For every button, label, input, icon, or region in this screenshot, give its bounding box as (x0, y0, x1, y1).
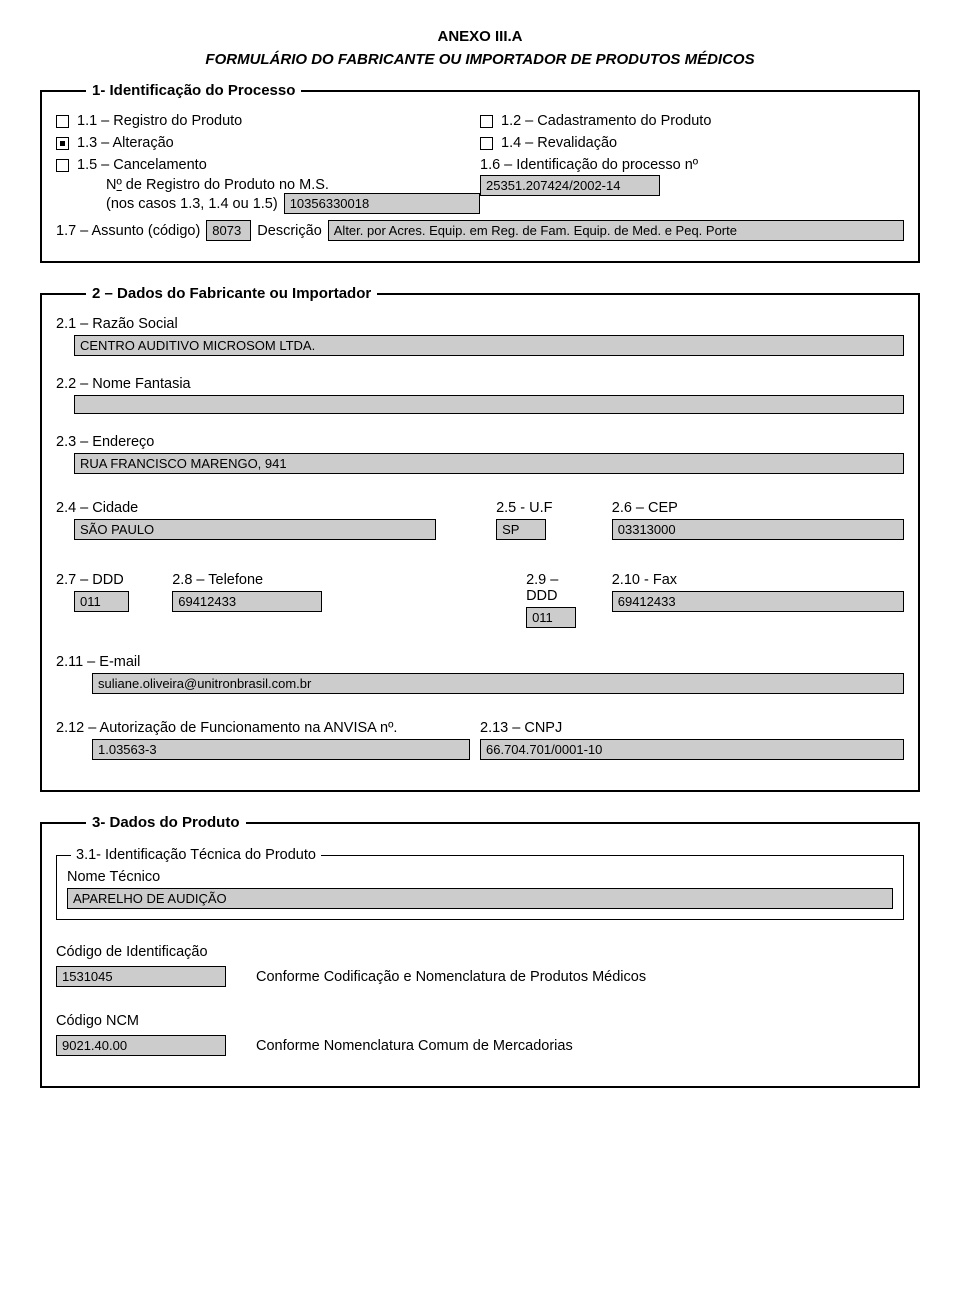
section-3-1: 3.1- Identificação Técnica do Produto No… (56, 847, 904, 920)
email-value[interactable]: suliane.oliveira@unitronbrasil.com.br (92, 673, 904, 694)
nome-tec-label: Nome Técnico (67, 869, 893, 885)
label-cancelamento: 1.5 – Cancelamento (77, 157, 207, 173)
razao-value[interactable]: CENTRO AUDITIVO MICROSOM LTDA. (74, 335, 904, 356)
checkbox-registro[interactable] (56, 115, 69, 128)
anvisa-value[interactable]: 1.03563-3 (92, 739, 470, 760)
descricao-label: Descrição (257, 223, 321, 239)
section-3: 3- Dados do Produto 3.1- Identificação T… (40, 814, 920, 1088)
section-3-1-legend: 3.1- Identificação Técnica do Produto (71, 847, 321, 863)
section-2-legend: 2 – Dados do Fabricante ou Importador (86, 285, 377, 302)
checkbox-cancelamento[interactable] (56, 159, 69, 172)
processo-value[interactable]: 25351.207424/2002-14 (480, 175, 660, 196)
label-registro: 1.1 – Registro do Produto (77, 113, 242, 129)
checkbox-revalidacao[interactable] (480, 137, 493, 150)
uf-value[interactable]: SP (496, 519, 546, 540)
section-2: 2 – Dados do Fabricante ou Importador 2.… (40, 285, 920, 792)
reg-label-2: (nos casos 1.3, 1.4 ou 1.5) (106, 196, 278, 212)
endereco-value[interactable]: RUA FRANCISCO MARENGO, 941 (74, 453, 904, 474)
cep-label: 2.6 – CEP (612, 500, 904, 516)
cep-value[interactable]: 03313000 (612, 519, 904, 540)
section-3-legend: 3- Dados do Produto (86, 814, 246, 831)
label-cadastramento: 1.2 – Cadastramento do Produto (501, 113, 711, 129)
label-alteracao: 1.3 – Alteração (77, 135, 174, 151)
fantasia-label: 2.2 – Nome Fantasia (56, 376, 904, 392)
assunto-cod[interactable]: 8073 (206, 220, 251, 241)
cidade-value[interactable]: SÃO PAULO (74, 519, 436, 540)
ddd2-value[interactable]: 011 (526, 607, 576, 628)
nome-tec-value[interactable]: APARELHO DE AUDIÇÃO (67, 888, 893, 909)
cnpj-value[interactable]: 66.704.701/0001-10 (480, 739, 904, 760)
label-revalidacao: 1.4 – Revalidação (501, 135, 617, 151)
ncm-note: Conforme Nomenclatura Comum de Mercadori… (256, 1038, 573, 1054)
endereco-label: 2.3 – Endereço (56, 434, 904, 450)
razao-label: 2.1 – Razão Social (56, 316, 904, 332)
fax-label: 2.10 - Fax (612, 572, 904, 588)
ncm-label: Código NCM (56, 1013, 904, 1029)
section-1: 1- Identificação do Processo 1.1 – Regis… (40, 82, 920, 263)
checkbox-alteracao[interactable] (56, 137, 69, 150)
cidade-label: 2.4 – Cidade (56, 500, 436, 516)
ddd2-label: 2.9 – DDD (526, 572, 582, 604)
page-title: ANEXO III.A (40, 28, 920, 45)
tel-value[interactable]: 69412433 (172, 591, 322, 612)
anvisa-label: 2.12 – Autorização de Funcionamento na A… (56, 720, 470, 736)
fantasia-value[interactable] (74, 395, 904, 414)
ncm-value[interactable]: 9021.40.00 (56, 1035, 226, 1056)
ddd1-label: 2.7 – DDD (56, 572, 166, 588)
cod-id-note: Conforme Codificação e Nomenclatura de P… (256, 969, 646, 985)
cnpj-label: 2.13 – CNPJ (480, 720, 904, 736)
reg-value[interactable]: 10356330018 (284, 193, 480, 214)
fax-value[interactable]: 69412433 (612, 591, 904, 612)
page-subtitle: FORMULÁRIO DO FABRICANTE OU IMPORTADOR D… (40, 51, 920, 68)
section-1-legend: 1- Identificação do Processo (86, 82, 301, 99)
cod-id-value[interactable]: 1531045 (56, 966, 226, 987)
ddd1-value[interactable]: 011 (74, 591, 129, 612)
uf-label: 2.5 - U.F (496, 500, 582, 516)
cod-id-label: Código de Identificação (56, 944, 904, 960)
reg-label-1: Nº de Registro do Produto no M.S. (106, 177, 480, 193)
checkbox-cadastramento[interactable] (480, 115, 493, 128)
tel-label: 2.8 – Telefone (172, 572, 446, 588)
assunto-label: 1.7 – Assunto (código) (56, 223, 200, 239)
descricao-value[interactable]: Alter. por Acres. Equip. em Reg. de Fam.… (328, 220, 904, 241)
label-processo: 1.6 – Identificação do processo nº (480, 157, 904, 173)
email-label: 2.11 – E-mail (56, 654, 904, 670)
